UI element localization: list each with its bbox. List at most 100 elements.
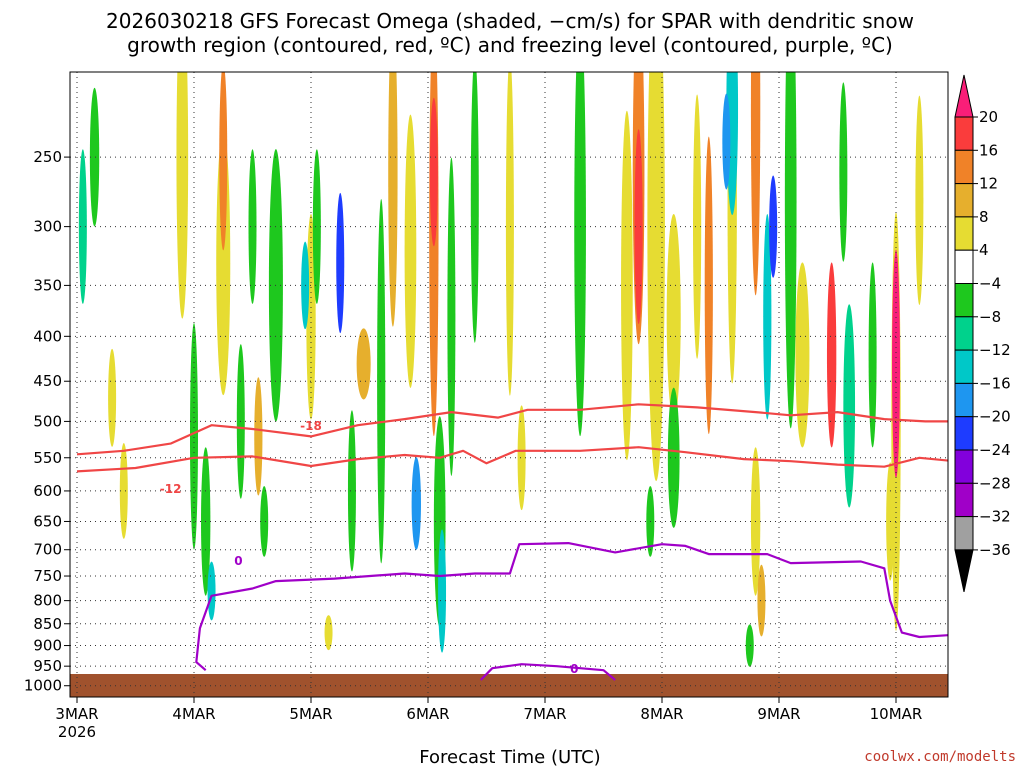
omega-cell-55	[915, 95, 924, 306]
colorbar-label-5: −4	[979, 275, 1001, 293]
colorbar-swatch-11	[954, 449, 974, 484]
colorbar-swatch-7	[954, 316, 974, 351]
colorbar-label-3: 8	[979, 208, 989, 226]
y-tick-label-650: 650	[33, 512, 62, 530]
ground-terrain	[70, 674, 948, 697]
omega-cell-35	[634, 129, 643, 325]
omega-cell-49	[826, 262, 837, 448]
colorbar-label-1: 16	[979, 141, 998, 159]
omega-cell-57	[517, 405, 526, 511]
omega-cell-45	[769, 175, 778, 278]
y-tick-label-950: 950	[33, 657, 62, 675]
colorbar-swatch-12	[954, 482, 974, 518]
omega-cell-39	[704, 136, 713, 435]
colorbar-label-6: −8	[979, 308, 1001, 326]
omega-cell-28	[447, 157, 456, 476]
y-tick-label-400: 400	[33, 327, 62, 345]
colorbar-swatch-13	[954, 516, 974, 551]
omega-cell-7	[190, 323, 198, 550]
colorbar-swatch-10	[954, 416, 974, 451]
omega-cell-25	[429, 97, 438, 247]
omega-cell-58	[324, 615, 333, 651]
colorbar-label-9: −20	[979, 408, 1011, 426]
omega-cell-50	[843, 304, 856, 508]
y-axis: 250 300 350 400 450 500 550 600 650 700 750 800 850 9…	[24, 148, 70, 695]
gridlines	[70, 72, 948, 697]
omega-cell-23	[411, 457, 421, 550]
freezing-level-0-label: 0	[234, 554, 242, 568]
omega-cell-48	[795, 262, 810, 448]
y-tick-label-300: 300	[33, 218, 62, 236]
x-tick-label-10MAR: 10MAR	[870, 705, 923, 723]
omega-cell-51	[868, 262, 877, 448]
dgz-bottom-minus12-label: -12	[160, 482, 182, 496]
omega-cell-36	[666, 213, 681, 420]
x-tick-label-6MAR: 6MAR	[406, 705, 449, 723]
omega-shading	[78, 72, 924, 667]
colorbar-label-12: −32	[979, 508, 1011, 526]
colorbar-label-11: −28	[979, 474, 1011, 492]
colorbar-swatch-3	[954, 183, 974, 218]
omega-cell-44	[763, 213, 772, 420]
x-tick-label-9MAR: 9MAR	[757, 705, 800, 723]
y-tick-label-350: 350	[33, 276, 62, 294]
colorbar-swatch-5	[954, 249, 974, 284]
omega-cell-27	[438, 529, 447, 653]
colorbar-swatch-4	[954, 216, 974, 251]
x-axis-label: Forecast Time (UTC)	[419, 747, 600, 768]
y-tick-label-500: 500	[33, 412, 62, 430]
omega-cell-47	[784, 72, 797, 429]
colorbar-arrow-bottom	[954, 549, 974, 593]
freezing-level-0-surface-pocket-line	[479, 663, 616, 681]
colorbar-label-7: −12	[979, 341, 1011, 359]
omega-cell-1	[78, 149, 87, 304]
omega-cell-20	[347, 410, 356, 572]
omega-cell-32	[621, 110, 633, 461]
freezing-level-0-line	[195, 542, 948, 672]
colorbar-swatch-8	[954, 349, 974, 384]
omega-cell-62	[745, 624, 754, 667]
dgz-top-minus18-line	[76, 403, 948, 456]
omega-cell-59	[260, 486, 269, 557]
omega-cell-22	[404, 114, 417, 388]
omega-cell-31	[574, 72, 586, 437]
omega-cell-18	[356, 328, 371, 400]
y-tick-label-600: 600	[33, 482, 62, 500]
omega-cell-38	[693, 94, 702, 359]
credit-text: coolwx.com/modelts	[864, 749, 1016, 765]
colorbar-swatch-1	[954, 116, 974, 151]
x-tick-label-7MAR: 7MAR	[523, 705, 566, 723]
x-tick-sublabel-year: 2026	[58, 723, 96, 741]
colorbar-label-8: −16	[979, 374, 1011, 392]
omega-cell-16	[336, 192, 345, 334]
omega-cell-41	[726, 72, 739, 216]
freezing-level-0-surface-pocket-label: 0	[570, 662, 578, 676]
omega-cell-29	[470, 72, 479, 343]
colorbar-label-10: −24	[979, 441, 1011, 459]
omega-cell-4	[176, 72, 189, 319]
omega-cell-15	[312, 149, 321, 304]
colorbar-label-2: 12	[979, 175, 998, 193]
dgz-top-minus18-label: -18	[300, 419, 322, 433]
x-tick-label-8MAR: 8MAR	[640, 705, 683, 723]
temperature-contours: -18 -12 0 0	[76, 403, 948, 681]
y-tick-label-250: 250	[33, 148, 62, 166]
omega-cell-3	[108, 348, 117, 447]
omega-cell-6	[219, 72, 228, 251]
y-tick-label-450: 450	[33, 372, 62, 390]
omega-cell-11	[248, 149, 257, 304]
omega-cell-19	[377, 199, 386, 564]
colorbar-swatch-6	[954, 283, 974, 318]
y-tick-label-1000: 1000	[24, 677, 62, 695]
omega-cell-33	[647, 72, 665, 482]
dgz-bottom-minus12-line	[76, 446, 948, 473]
colorbar-arrow-top	[954, 74, 974, 118]
chart-title-line-2: growth region (contoured, red, ºC) and f…	[127, 33, 893, 57]
x-tick-label-3MAR: 3MAR	[55, 705, 98, 723]
omega-cell-30	[505, 72, 514, 396]
colorbar-label-0: 20	[979, 108, 998, 126]
y-tick-label-900: 900	[33, 637, 62, 655]
omega-cell-43	[750, 72, 761, 296]
